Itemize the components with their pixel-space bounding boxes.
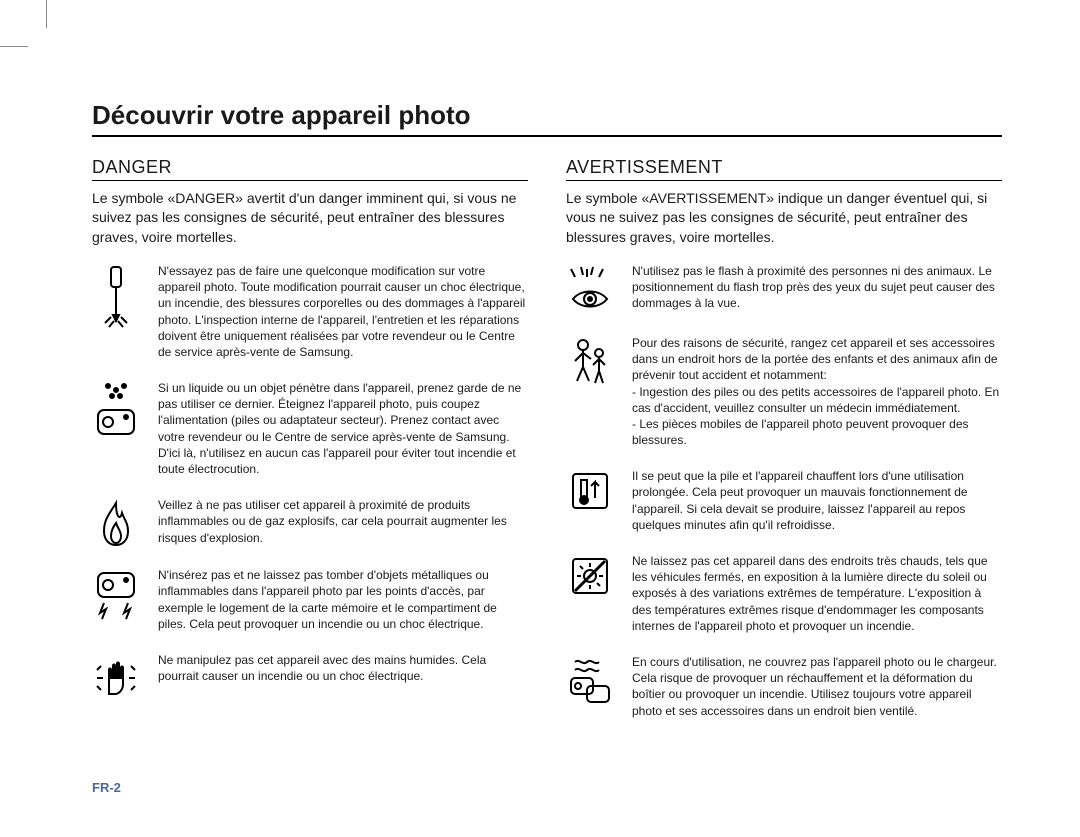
heading-danger: DANGER: [92, 157, 528, 181]
content-columns: DANGER Le symbole «DANGER» avertit d'un …: [92, 157, 1002, 739]
ventilation-icon: [566, 654, 614, 706]
warning-item-text: N'utilisez pas le flash à proximité des …: [632, 263, 1002, 312]
children-icon: [566, 335, 614, 387]
col-warning: AVERTISSEMENT Le symbole «AVERTISSEMENT»…: [566, 157, 1002, 739]
danger-item: Veillez à ne pas utiliser cet appareil à…: [92, 497, 528, 547]
temperature-icon: [566, 468, 614, 512]
no-sun-icon: [566, 553, 614, 597]
warning-item-text: Il se peut que la pile et l'appareil cha…: [632, 468, 1002, 533]
page-number: FR-2: [92, 780, 121, 795]
page: Découvrir votre appareil photo DANGER Le…: [0, 0, 1080, 837]
screwdriver-icon: [92, 263, 140, 331]
flash-eye-icon: [566, 263, 614, 315]
warning-item-text: Ne laissez pas cet appareil dans des end…: [632, 553, 1002, 634]
intro-warning: Le symbole «AVERTISSEMENT» indique un da…: [566, 189, 1002, 247]
page-title: Découvrir votre appareil photo: [92, 100, 1002, 137]
danger-item-text: Si un liquide ou un objet pénètre dans l…: [158, 380, 528, 477]
liquid-camera-icon: [92, 380, 140, 440]
danger-item: N'essayez pas de faire une quelconque mo…: [92, 263, 528, 360]
danger-item: Ne manipulez pas cet appareil avec des m…: [92, 652, 528, 700]
intro-danger: Le symbole «DANGER» avertit d'un danger …: [92, 189, 528, 247]
warning-item: Pour des raisons de sécurité, rangez cet…: [566, 335, 1002, 448]
warning-item: En cours d'utilisation, ne couvrez pas l…: [566, 654, 1002, 719]
camera-shock-icon: [92, 567, 140, 623]
warning-item-text: Pour des raisons de sécurité, rangez cet…: [632, 335, 1002, 448]
wet-hand-icon: [92, 652, 140, 700]
danger-item: N'insérez pas et ne laissez pas tomber d…: [92, 567, 528, 632]
col-danger: DANGER Le symbole «DANGER» avertit d'un …: [92, 157, 528, 739]
flame-icon: [92, 497, 140, 547]
danger-item-text: N'insérez pas et ne laissez pas tomber d…: [158, 567, 528, 632]
danger-item-text: Ne manipulez pas cet appareil avec des m…: [158, 652, 528, 684]
warning-item-text: En cours d'utilisation, ne couvrez pas l…: [632, 654, 1002, 719]
danger-item: Si un liquide ou un objet pénètre dans l…: [92, 380, 528, 477]
danger-item-text: Veillez à ne pas utiliser cet appareil à…: [158, 497, 528, 546]
danger-item-text: N'essayez pas de faire une quelconque mo…: [158, 263, 528, 360]
warning-item: Il se peut que la pile et l'appareil cha…: [566, 468, 1002, 533]
warning-item: Ne laissez pas cet appareil dans des end…: [566, 553, 1002, 634]
heading-warning: AVERTISSEMENT: [566, 157, 1002, 181]
warning-item: N'utilisez pas le flash à proximité des …: [566, 263, 1002, 315]
